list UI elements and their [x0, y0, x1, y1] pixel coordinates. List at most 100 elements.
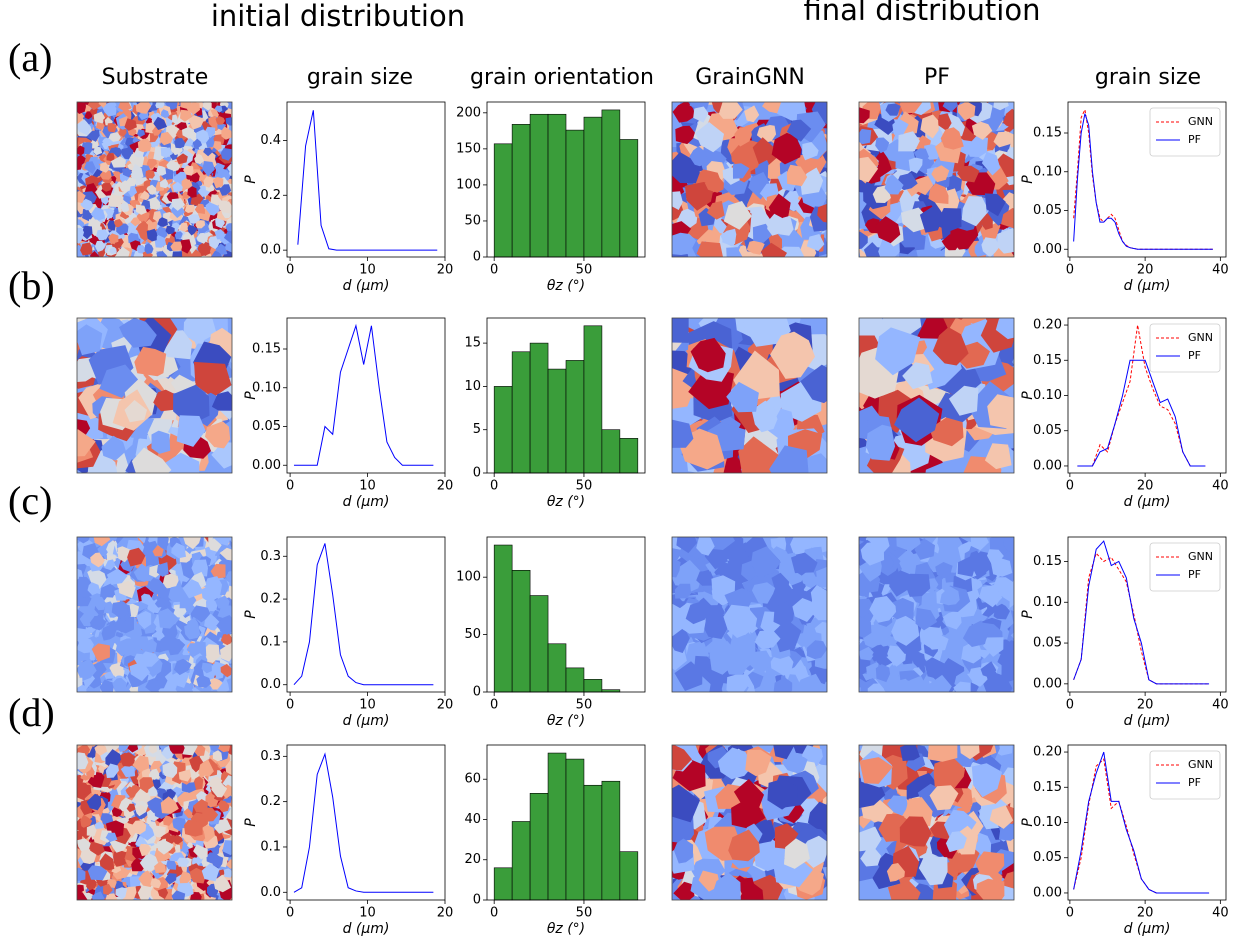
row-label: (b) [8, 263, 55, 308]
y-tick-label: 5 [473, 422, 481, 437]
x-tick-label: 20 [1137, 906, 1154, 921]
y-tick-label: 0.00 [1033, 676, 1062, 691]
x-tick-label: 0 [286, 698, 294, 713]
x-axis-label: d (μm) [343, 278, 390, 294]
bar [584, 326, 602, 473]
x-tick-label: 50 [576, 263, 593, 278]
y-tick-label: 100 [456, 570, 481, 585]
y-tick-label: 200 [456, 105, 481, 120]
x-tick-label: 20 [437, 906, 454, 921]
y-tick-label: 0.20 [1033, 318, 1062, 333]
x-tick-label: 0 [490, 906, 498, 921]
x-tick-label: 10 [359, 906, 376, 921]
legend-label: GNN [1188, 115, 1213, 128]
axes-frame [287, 102, 445, 257]
x-tick-label: 10 [359, 263, 376, 278]
y-tick-label: 50 [464, 627, 481, 642]
row-label: (c) [8, 478, 52, 523]
grain [726, 675, 749, 697]
x-tick-label: 10 [359, 698, 376, 713]
y-tick-label: 0.05 [1033, 423, 1062, 438]
bar [494, 868, 512, 900]
grain-map [844, 730, 1029, 913]
grain-map [69, 95, 239, 265]
y-axis-label: P [243, 175, 259, 184]
row-label: (a) [8, 35, 52, 80]
x-tick-label: 20 [1137, 479, 1154, 494]
bar [548, 644, 566, 692]
grain [1002, 660, 1023, 683]
column-header: PF [924, 65, 950, 90]
legend-label: GNN [1188, 331, 1213, 344]
bar [566, 668, 584, 692]
grain [224, 868, 234, 877]
y-tick-label: 0.10 [1033, 815, 1062, 830]
x-tick-label: 0 [1066, 263, 1074, 278]
grain-map [67, 528, 240, 701]
y-axis-label: P [243, 391, 259, 400]
bar [602, 781, 620, 900]
grain-map [658, 521, 841, 706]
row-label: (d) [8, 690, 55, 735]
y-tick-label: 0 [473, 685, 481, 700]
bar [620, 852, 638, 900]
y-tick-label: 60 [464, 772, 481, 787]
x-tick-label: 40 [1212, 906, 1229, 921]
x-tick-label: 0 [490, 479, 498, 494]
column-header: GrainGNN [695, 65, 805, 90]
x-axis-label: d (μm) [343, 494, 390, 510]
legend-label: PF [1188, 133, 1201, 146]
y-axis-label: P [1020, 175, 1036, 184]
x-axis-label: θz (°) [547, 278, 585, 294]
grain-map [660, 86, 840, 269]
bar [548, 114, 566, 257]
y-tick-label: 0.00 [1033, 242, 1062, 257]
y-tick-label: 0.2 [260, 592, 281, 607]
grain-map [846, 524, 1026, 703]
y-tick-label: 0.10 [1033, 595, 1062, 610]
grain-map [832, 296, 1037, 501]
y-tick-label: 0.15 [1033, 554, 1062, 569]
x-tick-label: 20 [1137, 698, 1154, 713]
x-tick-label: 0 [1066, 479, 1074, 494]
y-tick-label: 0.2 [260, 188, 281, 203]
column-header: grain orientation [470, 65, 654, 90]
y-tick-label: 0.3 [260, 549, 281, 564]
grain-map [70, 738, 242, 909]
y-tick-label: 0 [473, 466, 481, 481]
grain [697, 241, 724, 264]
y-tick-label: 15 [464, 336, 481, 351]
x-axis-label: d (μm) [1124, 713, 1171, 729]
y-tick-label: 0.0 [260, 243, 281, 258]
line [294, 326, 433, 466]
x-tick-label: 20 [437, 479, 454, 494]
legend-label: GNN [1188, 758, 1213, 771]
axes-frame [287, 318, 445, 473]
x-tick-label: 50 [576, 698, 593, 713]
y-tick-label: 0.10 [1033, 164, 1062, 179]
x-tick-label: 50 [576, 906, 593, 921]
y-tick-label: 0.20 [1033, 745, 1062, 760]
x-axis-label: d (μm) [1124, 921, 1171, 937]
column-header: grain size [307, 65, 413, 90]
bar [548, 753, 566, 900]
bar [584, 785, 602, 900]
y-axis-label: P [243, 610, 259, 619]
y-tick-label: 0.05 [1033, 636, 1062, 651]
x-tick-label: 10 [359, 479, 376, 494]
line [294, 543, 433, 684]
bar [494, 144, 512, 257]
legend-label: PF [1188, 349, 1201, 362]
x-tick-label: 20 [437, 263, 454, 278]
x-tick-label: 40 [1212, 263, 1229, 278]
x-tick-label: 50 [576, 479, 593, 494]
y-tick-label: 0.05 [1033, 850, 1062, 865]
x-axis-label: d (μm) [343, 921, 390, 937]
initial-header: initial distribution [211, 0, 465, 33]
y-tick-label: 20 [464, 852, 481, 867]
x-tick-label: 0 [286, 479, 294, 494]
line [294, 754, 433, 892]
bar [602, 110, 620, 257]
y-tick-label: 100 [456, 177, 481, 192]
y-tick-label: 10 [464, 379, 481, 394]
